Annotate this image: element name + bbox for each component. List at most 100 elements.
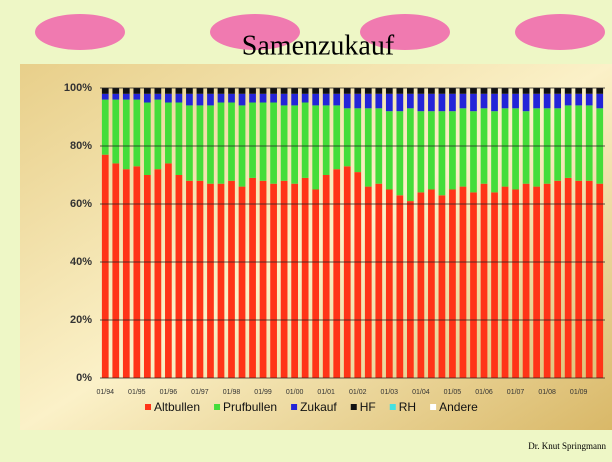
bar-segment [417,93,425,112]
bar-segment [175,93,183,103]
bar-segment [375,93,383,109]
bar-segment [564,93,572,106]
bar-segment [291,88,299,94]
bar-segment [165,88,172,94]
bar-segment [291,93,299,106]
legend-label: Prufbullen [223,400,277,414]
legend-swatch [350,404,357,410]
legend-swatch [291,404,298,410]
bar-segment [364,93,372,109]
bar-segment [375,88,383,94]
legend-label: RH [399,400,416,414]
bar-segment [533,108,540,187]
bar-segment [343,108,351,167]
bar-segment [122,169,130,378]
bar-segment [354,108,362,173]
bar-segment [501,186,509,378]
y-tick-label: 100% [64,82,92,94]
bar-segment [249,88,256,94]
bar-segment [238,186,246,378]
bar-segment [585,93,593,106]
bar-segment [554,88,562,94]
bar-segment [554,108,562,181]
bar-segment [196,93,204,106]
bar-segment [165,102,172,164]
bar-segment [196,180,204,378]
bar-segment [143,175,151,378]
bar-segment [322,105,330,175]
bar-segment [575,105,583,181]
bar-segment [575,93,583,106]
bar-segment [364,108,372,187]
bar-segment [385,111,393,190]
bar-segment [449,189,456,378]
x-tick-label: 01/07 [507,389,525,396]
bar-segment [364,186,372,378]
bar-segment [333,93,341,106]
bar-segment [207,93,214,106]
bar-segment [175,102,183,175]
bar-segment [491,192,498,378]
bar-segment [301,102,309,178]
x-tick-label: 01/08 [538,389,556,396]
bar-segment [122,99,130,170]
bar-segment [480,183,488,378]
bar-segment [564,88,572,94]
x-tick-label: 01/05 [444,389,462,396]
bar-segment [175,88,183,94]
legend-label: Andere [439,400,478,414]
bar-segment [143,93,151,103]
bar-segment [186,93,193,106]
bar-segment [207,183,214,378]
bar-segment [143,102,151,175]
x-tick-label: 01/03 [381,389,399,396]
bar-segment [133,99,141,167]
bar-segment [249,177,256,378]
bar-segment [364,88,372,94]
bar-segment [406,93,414,109]
bar-segment [575,180,583,378]
legend-swatch [145,404,151,410]
bar-segment [301,177,309,378]
bar-segment [406,88,414,94]
bar-segment [459,186,467,378]
bar-segment [112,163,120,378]
bar-segment [438,111,446,196]
bar-segment [564,105,572,178]
x-tick-label: 01/06 [475,389,493,396]
bar-segment [259,88,267,94]
bar-segment [459,108,467,187]
x-tick-label: 01/95 [128,389,146,396]
bar-segment [449,93,456,112]
bar-segment [122,93,130,100]
y-tick-label: 20% [70,314,92,326]
bar-segment [249,93,256,103]
x-tick-label: 01/94 [96,389,114,396]
bar-segment [186,88,193,94]
bar-segment [196,88,204,94]
bar-segment [175,175,183,378]
bar-segment [501,93,509,109]
bar-segment [312,105,320,190]
bar-segment [291,105,299,184]
bar-segment [522,93,530,112]
bar-segment [133,93,141,100]
bar-segment [312,88,320,94]
bar-segment [217,88,225,94]
bar-segment [459,93,467,109]
bar-segment [354,93,362,109]
bar-segment [154,99,162,170]
bar-segment [280,93,288,106]
legend-swatch [214,404,221,410]
bar-segment [554,180,562,378]
bar-segment [512,93,519,109]
bar-segment [238,88,246,94]
bar-segment [428,93,435,112]
bar-segment [270,88,277,94]
x-tick-label: 01/96 [160,389,178,396]
x-tick-label: 01/00 [286,389,304,396]
legend-label: Zukauf [300,400,337,414]
bar-segment [480,88,488,94]
bar-segment [301,93,309,103]
